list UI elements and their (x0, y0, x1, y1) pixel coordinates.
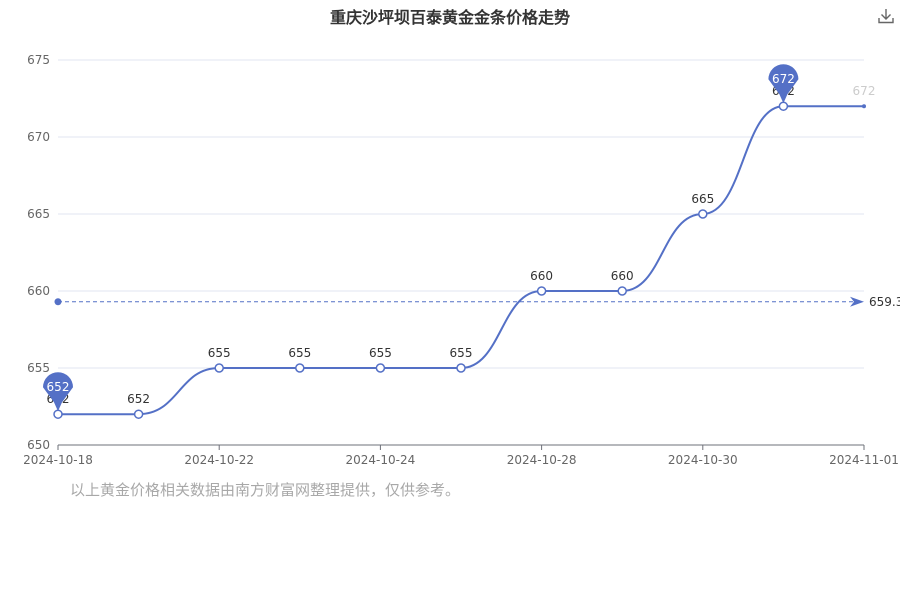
x-tick-label: 2024-10-22 (184, 453, 254, 467)
data-label: 652 (127, 392, 150, 406)
data-point (133, 409, 144, 419)
data-label: 660 (530, 269, 553, 283)
average-arrow (850, 296, 864, 307)
x-tick-label: 2024-11-01 (829, 453, 899, 467)
x-tick-label: 2024-10-28 (507, 453, 577, 467)
source-note: 以上黄金价格相关数据由南方财富网整理提供，仅供参考。 (70, 481, 461, 499)
data-label: 672 (853, 84, 876, 98)
average-line: 659.3 (54, 295, 900, 309)
data-point (375, 363, 386, 373)
data-label: 660 (611, 269, 634, 283)
data-point (862, 104, 866, 109)
data-point (295, 363, 305, 373)
series-line (53, 101, 866, 419)
data-point (778, 101, 789, 111)
data-labels: 652652655655655655660660665672672 (47, 84, 876, 406)
data-label: 655 (450, 346, 473, 360)
min-marker-pin (43, 372, 73, 412)
max-marker-label: 672 (772, 72, 795, 86)
y-tick-label: 655 (27, 361, 50, 375)
data-point (214, 363, 224, 373)
data-point (698, 209, 708, 219)
x-tick-label: 2024-10-18 (23, 453, 93, 467)
data-label: 665 (691, 192, 714, 206)
data-label: 655 (369, 346, 392, 360)
chart-title: 重庆沙坪坝百泰黄金金条价格走势 (329, 8, 570, 27)
y-tick-label: 675 (27, 53, 50, 67)
x-tick-label: 2024-10-30 (668, 453, 738, 467)
data-point (617, 286, 627, 296)
markers: 652 672 (43, 64, 799, 412)
grid-lines (58, 59, 864, 369)
y-tick-label: 660 (27, 284, 50, 298)
data-point (456, 363, 466, 373)
y-tick-label: 670 (27, 130, 50, 144)
data-point (53, 409, 63, 419)
average-label: 659.3 (869, 295, 900, 309)
download-icon[interactable] (876, 6, 896, 26)
y-tick-label: 650 (27, 438, 50, 452)
data-label: 655 (208, 346, 231, 360)
y-tick-label: 665 (27, 207, 50, 221)
min-marker-label: 652 (47, 380, 70, 394)
x-tick-label: 2024-10-24 (346, 453, 416, 467)
max-marker-pin (768, 64, 799, 104)
data-label: 655 (288, 346, 311, 360)
axes: 650 655 660 665 670 675 2024-10-18 2024-10-22 20… (23, 53, 899, 467)
series-path (57, 105, 864, 416)
data-point (536, 286, 547, 296)
